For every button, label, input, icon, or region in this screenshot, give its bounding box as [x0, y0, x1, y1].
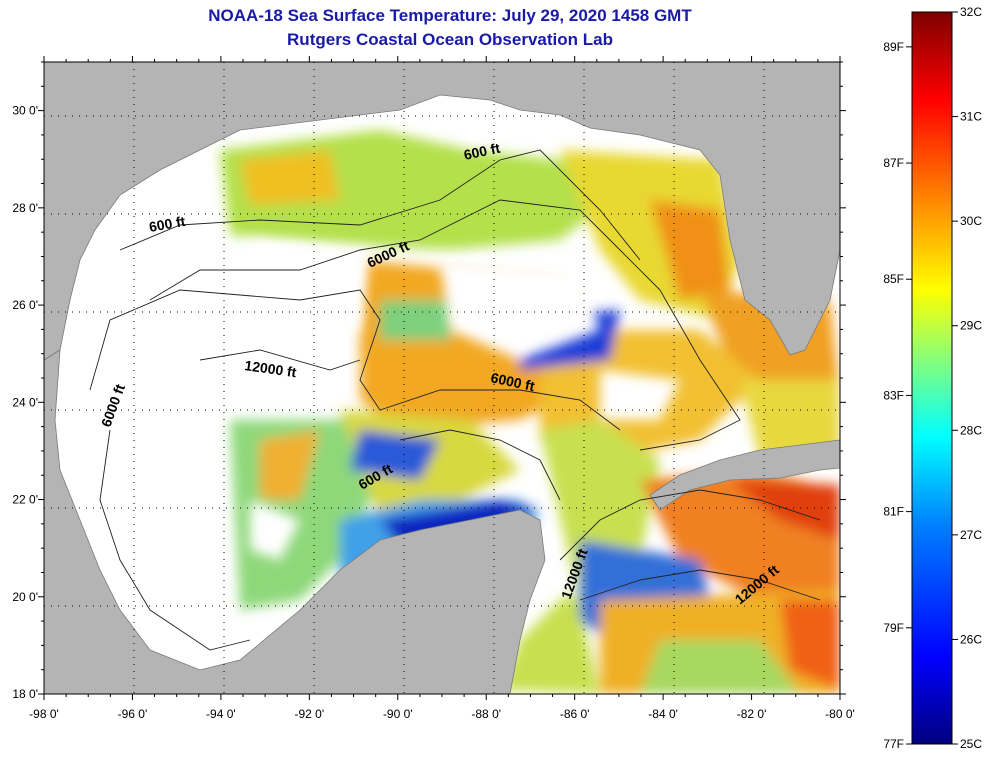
lat-tick-label: 22 0'	[12, 493, 38, 507]
lat-tick-label: 28 0'	[12, 201, 38, 215]
lon-tick-label: -82 0'	[737, 707, 767, 721]
lat-tick-label: 20 0'	[12, 590, 38, 604]
map-subtitle: Rutgers Coastal Ocean Observation Lab	[287, 30, 613, 49]
lat-tick-label: 18 0'	[12, 687, 38, 701]
lon-tick-label: -84 0'	[648, 707, 678, 721]
celsius-label: 25C	[960, 737, 982, 751]
fahrenheit-label: 79F	[883, 621, 904, 635]
contour-label: 600 ft	[148, 213, 187, 235]
fahrenheit-label: 89F	[883, 40, 904, 54]
fahrenheit-label: 77F	[883, 737, 904, 751]
celsius-label: 32C	[960, 5, 982, 19]
axis-ticks	[38, 56, 846, 700]
lon-tick-label: -90 0'	[383, 707, 413, 721]
celsius-label: 30C	[960, 214, 982, 228]
fahrenheit-label: 83F	[883, 388, 904, 402]
cloud-cover	[250, 240, 680, 560]
lon-tick-label: -92 0'	[295, 707, 325, 721]
colorbar	[911, 11, 953, 745]
land-masses	[44, 62, 840, 694]
contour-label: 600 ft	[462, 140, 501, 163]
fahrenheit-label: 81F	[883, 505, 904, 519]
lon-axis-labels: -98 0' -96 0' -94 0' -92 0' -90 0' -88 0' -86 …	[29, 707, 855, 721]
lat-lon-grid	[44, 62, 840, 694]
map-title: NOAA-18 Sea Surface Temperature: July 29…	[208, 6, 692, 25]
lon-tick-label: -88 0'	[471, 707, 501, 721]
lat-axis-labels: 30 0' 28 0' 26 0' 24 0' 22 0' 20 0' 18 0'	[12, 104, 38, 701]
bathymetry-contours	[89, 149, 821, 651]
fahrenheit-label: 87F	[883, 156, 904, 170]
celsius-label: 27C	[960, 528, 982, 542]
fahrenheit-label: 85F	[883, 272, 904, 286]
lat-tick-label: 26 0'	[12, 298, 38, 312]
contour-label: 12000 ft	[244, 357, 298, 380]
lon-tick-label: -94 0'	[206, 707, 236, 721]
lon-tick-label: -96 0'	[118, 707, 148, 721]
celsius-label: 28C	[960, 423, 982, 437]
celsius-label: 26C	[960, 632, 982, 646]
lat-tick-label: 24 0'	[12, 395, 38, 409]
lat-tick-label: 30 0'	[12, 104, 38, 118]
lon-tick-label: -86 0'	[560, 707, 590, 721]
celsius-label: 29C	[960, 319, 982, 333]
colorbar-labels: 32C 31C 30C 29C 28C 27C 26C 25C 89F 87F 85F 83F 81F 7…	[883, 5, 982, 751]
celsius-label: 31C	[960, 110, 982, 124]
lon-tick-label: -98 0'	[29, 707, 59, 721]
lon-tick-label: -80 0'	[825, 707, 855, 721]
